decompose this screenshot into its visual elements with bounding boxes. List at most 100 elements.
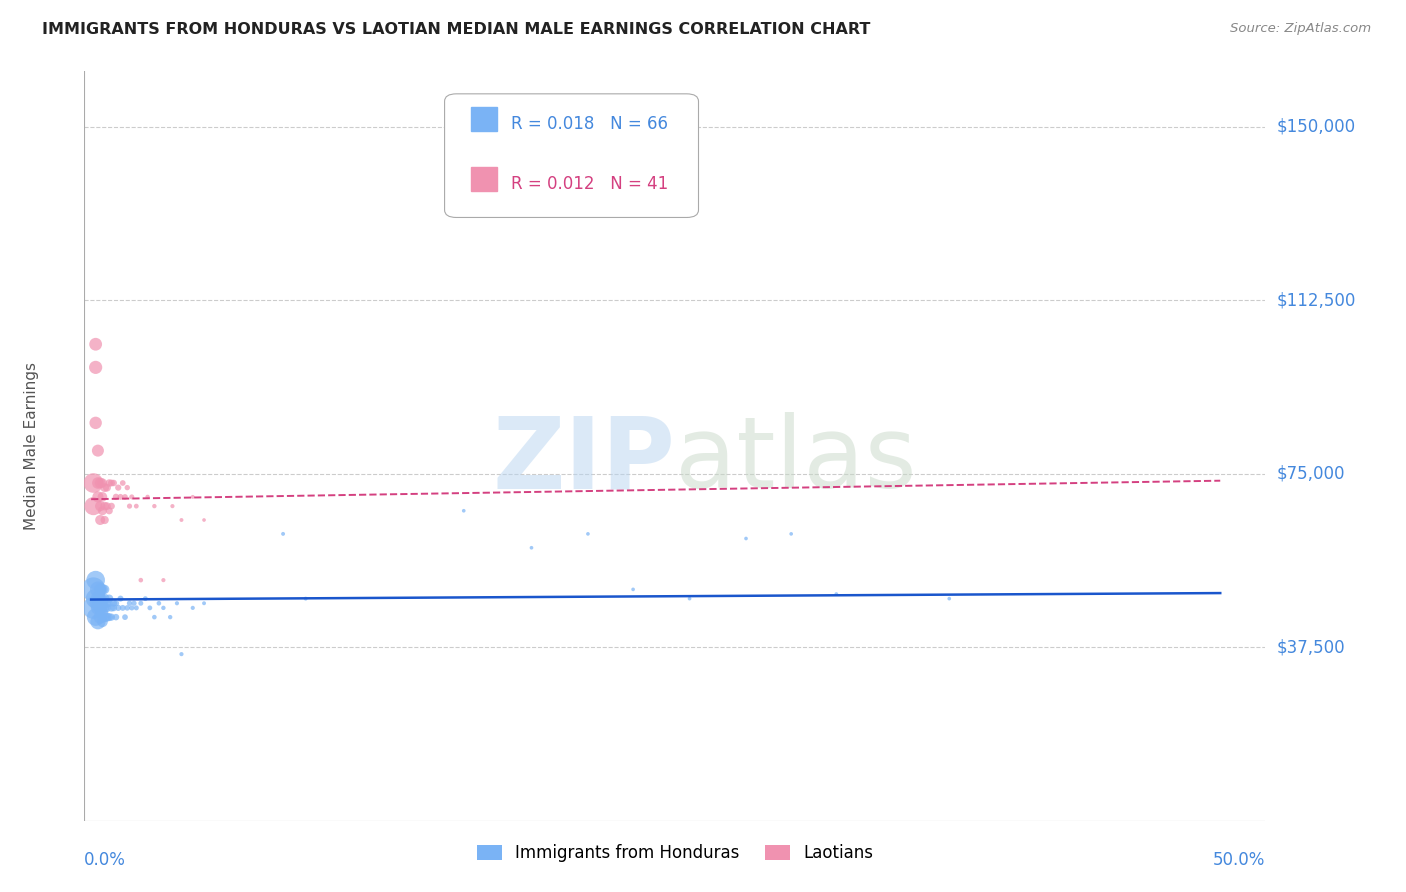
Point [107,600,129,615]
Legend: Immigrants from Honduras, Laotians: Immigrants from Honduras, Laotians [470,838,880,869]
Text: R = 0.018   N = 66: R = 0.018 N = 66 [510,115,668,133]
Point [91,582,114,597]
Point [89,513,111,527]
Point [117,600,139,615]
Point [84,416,107,430]
Point [193,596,215,610]
Text: $37,500: $37,500 [1277,638,1346,657]
Text: 50.0%: 50.0% [1213,851,1265,869]
Point [148,596,170,610]
Point [93,610,115,624]
Point [87,443,110,458]
Point [103,596,125,610]
Point [181,600,204,615]
Point [87,615,110,629]
Point [82,475,104,490]
Point [87,600,110,615]
Text: atlas: atlas [675,412,917,509]
Point [100,600,122,615]
Point [170,513,193,527]
Point [104,596,127,610]
Point [111,600,134,615]
Point [125,600,148,615]
Point [98,591,121,606]
Point [84,360,107,375]
Point [111,475,134,490]
Point [82,582,104,597]
Point [100,610,122,624]
Point [136,490,159,504]
Point [139,600,162,615]
Point [89,610,111,624]
Point [118,596,141,610]
Point [780,527,803,541]
Text: R = 0.012   N = 41: R = 0.012 N = 41 [510,175,668,193]
Point [96,600,118,615]
Point [93,591,115,606]
Point [453,504,475,518]
Point [89,475,111,490]
Text: Median Male Earnings: Median Male Earnings [24,362,39,530]
Point [193,513,215,527]
Point [129,573,152,587]
Text: IMMIGRANTS FROM HONDURAS VS LAOTIAN MEDIAN MALE EARNINGS CORRELATION CHART: IMMIGRANTS FROM HONDURAS VS LAOTIAN MEDI… [42,22,870,37]
Point [87,582,110,597]
Point [93,600,115,615]
Point [122,596,145,610]
Point [121,490,143,504]
Point [87,475,110,490]
Point [107,481,129,495]
Point [152,600,174,615]
Point [89,582,111,597]
Point [84,610,107,624]
Point [134,591,156,606]
Point [98,504,121,518]
Point [159,610,181,624]
Point [117,481,139,495]
Point [162,499,184,513]
Point [82,499,104,513]
Point [110,591,132,606]
Text: $112,500: $112,500 [1277,292,1355,310]
Point [104,610,127,624]
Point [96,481,118,495]
Text: $75,000: $75,000 [1277,465,1346,483]
Point [96,499,118,513]
Point [98,475,121,490]
Point [100,475,122,490]
Point [89,591,111,606]
FancyBboxPatch shape [444,94,699,218]
Text: 0.0%: 0.0% [84,851,127,869]
Point [121,600,143,615]
Point [84,337,107,351]
Point [100,499,122,513]
Point [87,596,110,610]
Point [98,596,121,610]
Point [110,490,132,504]
Bar [471,167,496,191]
Text: ZIP: ZIP [492,412,675,509]
Point [91,606,114,620]
Point [91,615,114,629]
Point [678,591,700,606]
Point [170,647,193,661]
Point [825,587,848,601]
Point [103,600,125,615]
Point [87,591,110,606]
Point [938,591,960,606]
Point [143,499,166,513]
Point [181,490,204,504]
Point [87,490,110,504]
Point [152,573,174,587]
Point [576,527,599,541]
Point [98,610,121,624]
Point [294,591,316,606]
Point [114,610,136,624]
Text: $150,000: $150,000 [1277,118,1355,136]
Point [93,582,115,597]
Point [143,610,166,624]
Point [93,513,115,527]
Bar [471,106,496,131]
Point [93,499,115,513]
Point [125,499,148,513]
